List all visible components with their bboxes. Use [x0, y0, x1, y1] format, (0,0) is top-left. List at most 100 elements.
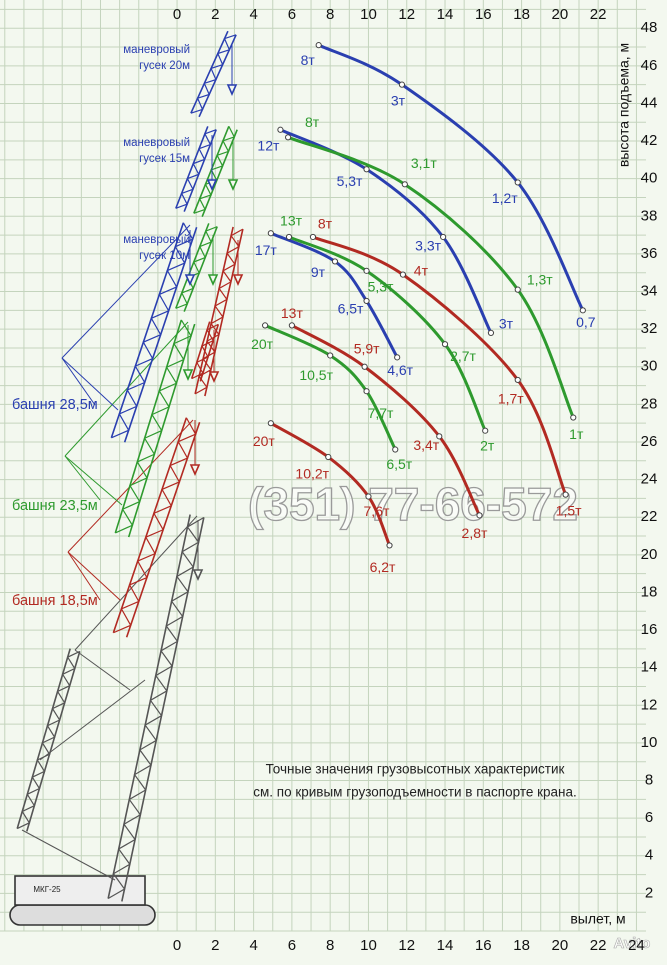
x-tick-label: 16 [475, 937, 492, 954]
x-tick-label-top: 2 [211, 6, 219, 23]
x-tick-label: 10 [360, 937, 377, 954]
point-label: 3,3т [415, 238, 441, 254]
y-tick-label: 36 [641, 245, 658, 262]
load-curve [270, 231, 399, 359]
rope [39, 679, 146, 761]
point-label: 2,7т [450, 348, 476, 364]
y-tick-label: 16 [641, 621, 658, 638]
hook [182, 369, 194, 381]
x-axis-label: вылет, м [570, 911, 625, 927]
curve-point [392, 446, 399, 453]
point-label: 20т [251, 336, 274, 352]
jib-label: гусек 15м [139, 153, 190, 165]
point-label: 6,2т [370, 559, 396, 575]
y-tick-label: 4 [645, 847, 653, 864]
rope [21, 829, 116, 881]
x-tick-label-top: 10 [360, 6, 377, 23]
curve-point [570, 414, 577, 421]
curve-point [436, 433, 443, 440]
x-tick-label-top: 14 [437, 6, 454, 23]
load-curve [288, 235, 487, 432]
y-tick-label: 10 [641, 734, 658, 751]
load-curve [318, 43, 585, 312]
y-tick-label: 38 [641, 207, 658, 224]
y-tick-label: 6 [645, 809, 653, 826]
note-line: см. по кривым грузоподъемности в паспорт… [253, 785, 577, 800]
boom-chord [194, 226, 234, 395]
boom-chord [198, 34, 237, 118]
crane-drawing [9, 30, 244, 926]
rope [74, 515, 198, 651]
curve-point [399, 271, 407, 278]
grid [0, 0, 646, 932]
point-label: 1,7т [498, 391, 524, 407]
boom-chord [107, 514, 191, 899]
curve-point [363, 166, 370, 173]
rope [67, 551, 121, 601]
curve-point [514, 179, 521, 186]
point-label: 13т [280, 213, 303, 229]
curve-point [398, 81, 406, 88]
curve-point [325, 453, 332, 461]
point-label: 8т [318, 216, 333, 232]
x-tick-label: 2 [211, 937, 219, 954]
x-tick-label: 22 [590, 937, 607, 954]
tracks [9, 904, 156, 926]
point-label: 20т [253, 433, 276, 449]
y-tick-label: 28 [641, 395, 658, 412]
curve-point [309, 233, 317, 241]
point-label: 7,6т [364, 503, 390, 519]
y-tick-label: 40 [641, 170, 658, 187]
x-tick-label: 14 [437, 937, 454, 954]
curve-point [277, 126, 284, 133]
rope [67, 551, 101, 601]
point-label: 1т [569, 426, 584, 442]
y-tick-label: 32 [641, 320, 658, 337]
boom-chord [114, 319, 183, 534]
boom-chord [190, 30, 229, 114]
curve-point [440, 233, 447, 241]
point-label: 1,2т [492, 190, 518, 206]
curve-point [562, 491, 569, 498]
y-axis-label: высота подъема, м [616, 43, 632, 167]
y-tick-label: 20 [641, 546, 658, 563]
point-label: 5,3т [337, 173, 363, 189]
hook [226, 84, 238, 96]
point-label: 17т [255, 242, 278, 258]
curve-point [394, 354, 401, 361]
boom-chord [121, 517, 205, 902]
boom-lacing [115, 319, 192, 534]
curve-point [363, 297, 370, 305]
point-label: 9т [311, 264, 326, 280]
jib-label: гусек 20м [139, 60, 190, 72]
boom-lacing [175, 129, 217, 209]
y-tick-label: 26 [641, 433, 658, 450]
y-tick-label: 48 [641, 19, 658, 36]
point-label: 1,3т [527, 271, 553, 287]
hook [206, 179, 218, 191]
y-tick-label: 22 [641, 508, 658, 525]
boom-lacing [193, 126, 236, 214]
curve-point [315, 42, 322, 49]
curve-point [363, 388, 370, 395]
y-tick-label: 44 [641, 94, 658, 111]
hook [227, 179, 239, 191]
boom-chord [16, 648, 71, 829]
boom-lacing [194, 228, 244, 395]
point-label: 3т [499, 316, 514, 332]
x-tick-label: 8 [326, 937, 334, 954]
x-tick-label: 24 [628, 937, 645, 954]
rope [64, 455, 123, 506]
tower-label: башня 23,5м [12, 498, 98, 514]
boom-chord [26, 651, 81, 832]
curve-point [514, 286, 521, 293]
curve-point [476, 512, 483, 519]
x-tick-label-top: 8 [326, 6, 334, 23]
point-label: 0,7 [576, 314, 596, 330]
note-line: Точные значения грузовысотных характерис… [266, 762, 565, 777]
y-tick-label: 46 [641, 57, 658, 74]
hook [207, 274, 219, 286]
rope [61, 357, 96, 406]
curve-point [386, 542, 393, 549]
